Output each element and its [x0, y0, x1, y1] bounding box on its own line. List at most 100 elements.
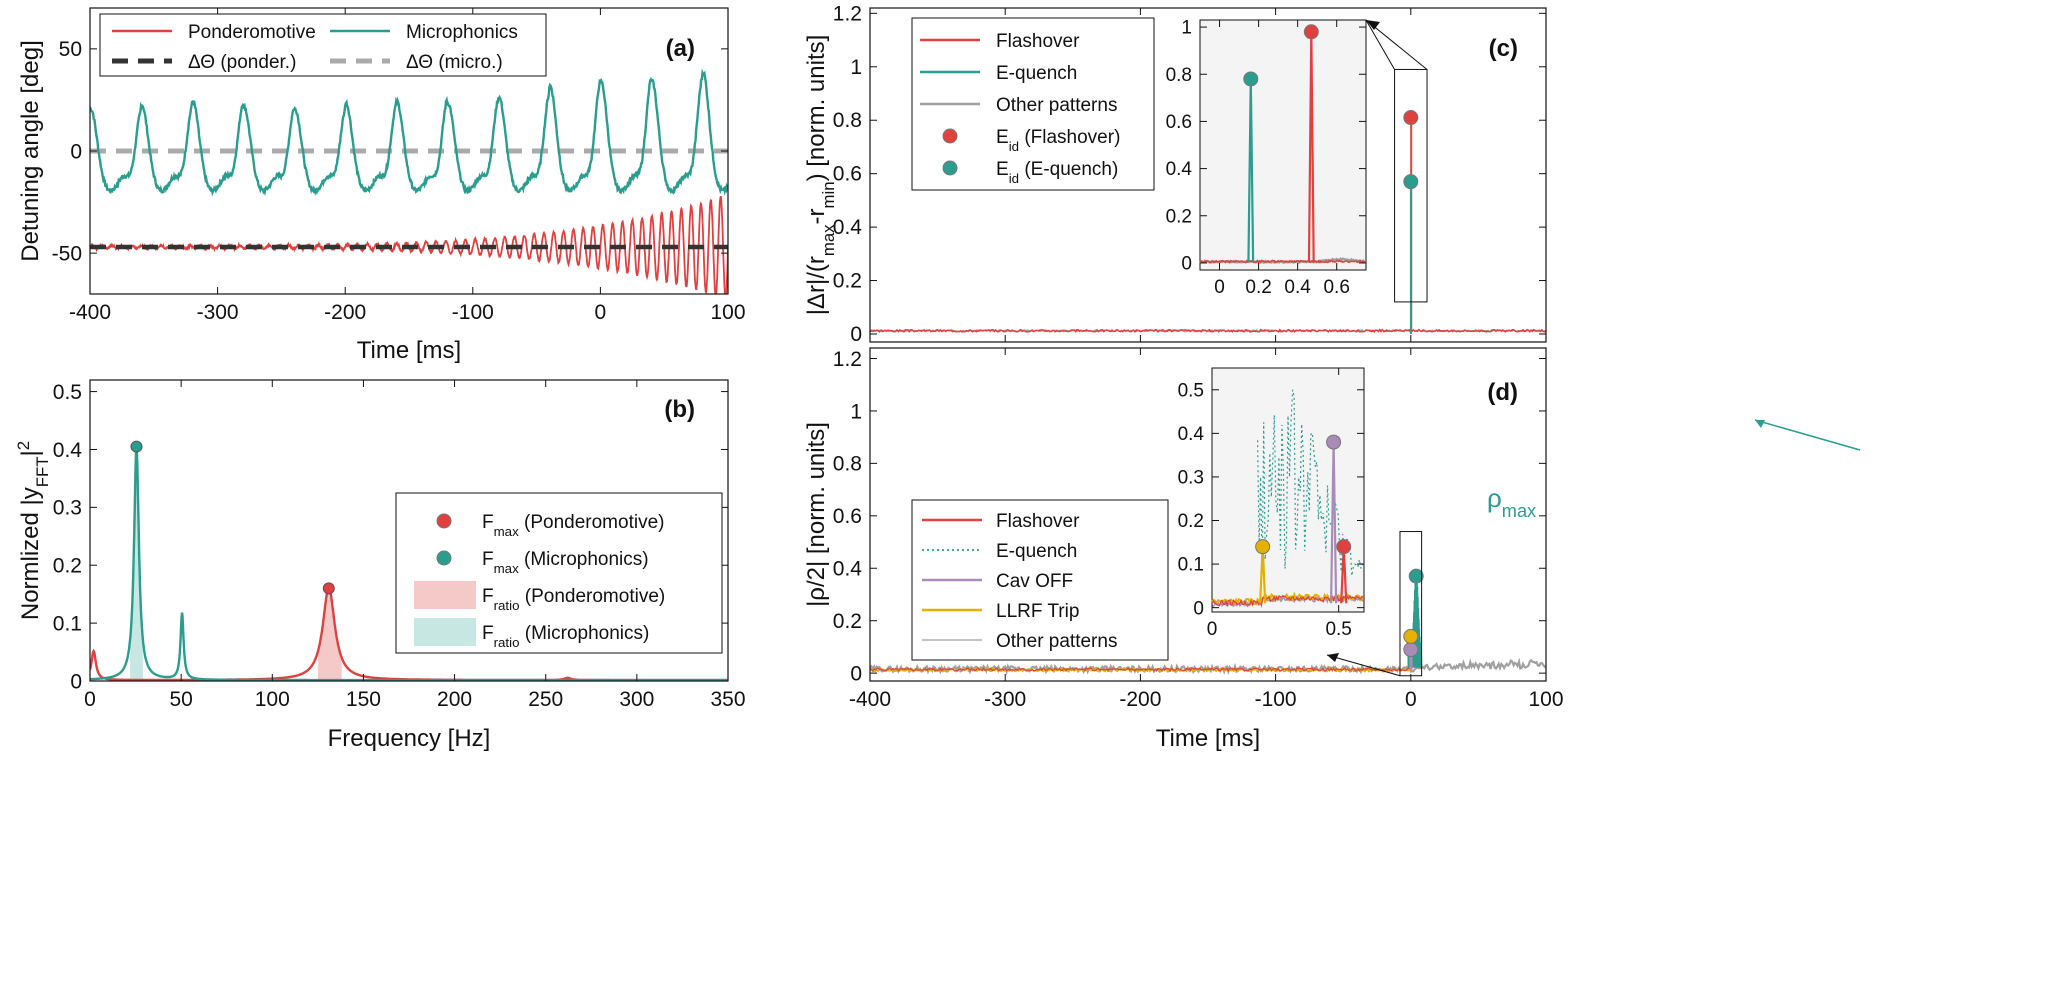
x-tick-label-a: -300	[197, 301, 239, 324]
other-patterns-band	[870, 657, 1546, 676]
x-tick-label-a: -200	[324, 301, 366, 324]
legend-label: Other patterns	[996, 631, 1117, 652]
inset-marker-e-quench	[1243, 71, 1259, 87]
text-span: (Microphonics)	[519, 549, 649, 570]
inset-x-tick-label-c: 0.4	[1284, 277, 1311, 298]
fmax-marker-microphonics	[130, 440, 143, 453]
text-span: (Microphonics)	[519, 623, 649, 644]
inset-x-tick-label-c: 0	[1214, 277, 1225, 298]
inset-x-tick-label-d: 0.5	[1325, 619, 1351, 640]
inset-y-tick-label-c: 0.6	[1166, 112, 1192, 133]
y-axis-label-b: Normlized |yFFT|2	[14, 441, 52, 620]
inset-y-tick-label-c: 0.8	[1166, 65, 1192, 86]
legend-marker-microphonics	[436, 550, 452, 566]
inset-baseline	[1211, 594, 1364, 608]
marker-cav-off	[1403, 642, 1419, 658]
text-span: -r	[803, 208, 830, 224]
text-span: max	[1502, 501, 1536, 521]
x-tick-label-a: 0	[595, 301, 607, 324]
y-tick-label-b: 0.2	[53, 555, 82, 578]
y-tick-label-d: 0.2	[833, 610, 862, 633]
text-span: id	[1009, 170, 1019, 185]
x-axis-label-d: Time [ms]	[1156, 725, 1260, 752]
x-tick-label-b: 250	[528, 688, 563, 711]
marker-e-quench	[1408, 568, 1424, 584]
inset-x-tick-label-d: 0	[1207, 619, 1218, 640]
zoom-box-c	[1394, 68, 1428, 303]
inset-y-tick-label-d: 0.3	[1178, 468, 1204, 489]
inset-y-tick-label-d: 0	[1193, 598, 1204, 619]
x-axis-label-a: Time [ms]	[357, 337, 461, 364]
fratio-fill-ponderomotive	[317, 587, 342, 681]
x-tick-label-d: 0	[1405, 688, 1417, 711]
text-span: ) [norm. units]	[803, 35, 830, 182]
panel-label-b: (b)	[664, 396, 695, 423]
legend-d: Flashover E-quench Cav OFF LLRF Trip Other p…	[911, 499, 1169, 661]
y-axis-label-a: Detuning angle [deg]	[17, 40, 44, 262]
inset-y-tick-label-d: 0.5	[1178, 380, 1204, 401]
x-tick-label-d: -200	[1119, 688, 1161, 711]
zoom-connector-d	[1326, 654, 1401, 677]
y-tick-label-c: 0.6	[833, 163, 862, 186]
panel-b: 0 50 100 150 200 250 300 350 0 0.1 0.2 0.3 0.4 0.5 Fre…	[14, 379, 746, 752]
text-span: F	[482, 549, 494, 570]
legend-label: Fratio (Ponderomotive)	[482, 586, 665, 613]
y-tick-label-a: 50	[59, 38, 82, 61]
inset-y-tick-label-d: 0.4	[1178, 424, 1205, 445]
x-tick-label-a: 100	[710, 301, 745, 324]
axes-frame-d	[869, 347, 1547, 682]
x-axis-label-b: Frequency [Hz]	[328, 725, 491, 752]
legend-marker-ponderomotive	[942, 128, 958, 144]
legend-label: Ponderomotive	[188, 22, 316, 43]
x-tick-label-b: 350	[710, 688, 745, 711]
eid-marker-flashover	[1403, 110, 1419, 126]
inset-marker-cav-off	[1326, 434, 1342, 450]
y-tick-label-c: 0	[850, 323, 862, 346]
axes-frame-b	[89, 379, 729, 682]
fratio-fill-microphonics	[130, 445, 143, 681]
y-tick-label-a: 0	[70, 140, 82, 163]
text-span: F	[482, 586, 494, 607]
x-tick-label-d: -300	[984, 688, 1026, 711]
flashover-baseline	[870, 328, 1546, 334]
rho-max-arrow	[1754, 419, 1861, 451]
x-tick-label-b: 300	[619, 688, 654, 711]
text-span: F	[482, 623, 494, 644]
legend-label: Microphonics	[406, 22, 518, 43]
y-tick-label-d: 0.4	[833, 558, 863, 581]
zoom-connector-c	[1365, 19, 1396, 70]
x-tick-label-b: 50	[169, 688, 192, 711]
text-span: ρ	[1487, 483, 1502, 513]
x-tick-label-a: -100	[452, 301, 494, 324]
legend-marker-microphonics	[942, 160, 958, 176]
inset-y-tick-label-d: 0.1	[1178, 555, 1204, 576]
zoom-arrow-head-d	[1327, 653, 1339, 662]
y-tick-label-b: 0.3	[53, 497, 82, 520]
panel-a: -400 -300 -200 -100 0 100 -50 0 50 Time [ms] Detun…	[17, 7, 746, 364]
inset-y-tick-label-c: 0	[1181, 254, 1192, 275]
y-axis-label-d: |ρ/2| [norm. units]	[803, 422, 830, 607]
text-span: 2	[14, 441, 33, 450]
y-tick-label-b: 0.1	[53, 612, 82, 635]
legend-label: E-quench	[996, 541, 1077, 562]
text-span: ratio	[494, 597, 520, 612]
text-span: Normlized |y	[17, 487, 44, 620]
x-tick-label-a: -400	[69, 301, 111, 324]
y-tick-label-b: 0.4	[53, 439, 83, 462]
y-tick-label-d: 0.6	[833, 505, 862, 528]
legend-b: Fmax (Ponderomotive)Fmax (Microphonics)F…	[395, 492, 723, 654]
y-tick-label-c: 0.2	[833, 270, 862, 293]
y-tick-label-d: 1	[850, 400, 862, 423]
y-tick-label-d: 0	[850, 662, 862, 685]
y-tick-label-a: -50	[52, 242, 82, 265]
y-tick-label-c: 0.4	[833, 216, 863, 239]
text-span: (Ponderomotive)	[519, 512, 665, 533]
text-span: E	[996, 127, 1009, 148]
text-span: F	[482, 512, 494, 533]
text-span: (Flashover)	[1019, 127, 1120, 148]
plot-area-b	[90, 440, 728, 681]
inset-flashover-baseline-c	[1199, 259, 1366, 264]
inset-y-tick-label-c: 1	[1181, 18, 1192, 39]
legend-label: Eid (E-quench)	[996, 159, 1118, 186]
inset-frame-d	[1211, 367, 1365, 613]
